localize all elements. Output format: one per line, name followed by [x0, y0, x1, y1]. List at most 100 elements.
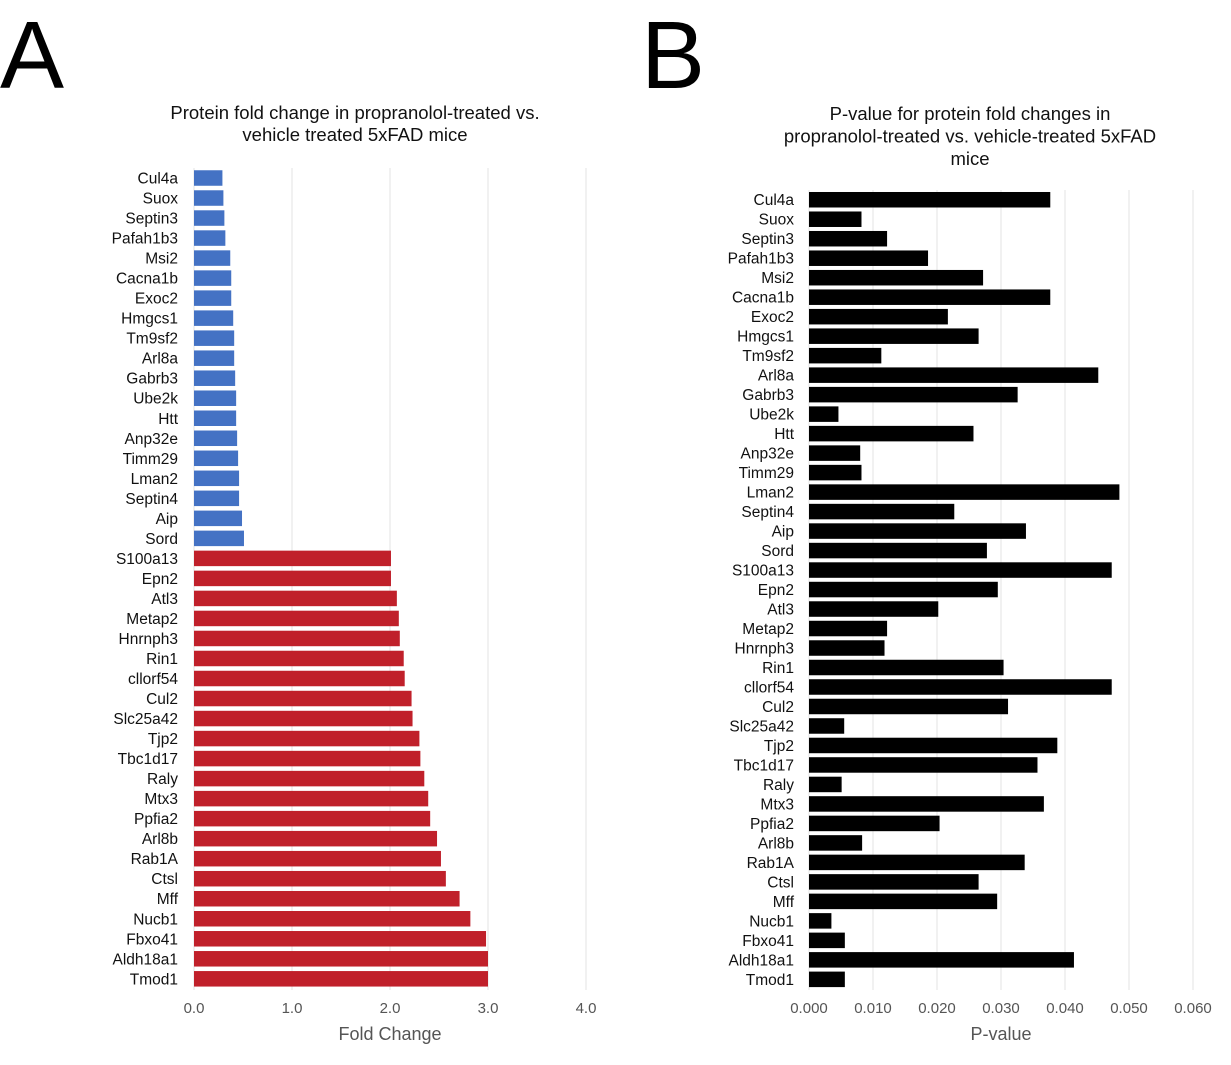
fold-change-category-label: Tm9sf2 [126, 331, 178, 348]
fold-change-bar [194, 490, 240, 507]
p-value-bar [809, 191, 1051, 208]
fold-change-category-label: Cul4a [138, 171, 179, 188]
p-value-x-tick-label: 0.000 [790, 1000, 828, 1017]
fold-change-bar [194, 450, 239, 467]
p-value-category-label: Hmgcs1 [737, 329, 794, 346]
p-value-category-label: Aldh18a1 [728, 952, 794, 969]
fold-change-category-label: Ube2k [133, 391, 178, 408]
p-value-category-label: Lman2 [747, 485, 794, 502]
fold-change-bar [194, 350, 235, 366]
p-value-bar [809, 620, 888, 637]
p-value-category-label: Msi2 [761, 270, 794, 287]
fold-change-bar [194, 550, 391, 567]
p-value-bar [809, 952, 1074, 968]
fold-change-category-label: Tmod1 [130, 971, 178, 988]
p-value-bar [809, 523, 1026, 539]
fold-change-bar [194, 850, 441, 867]
p-value-category-label: S100a13 [732, 563, 794, 580]
fold-change-bar [194, 650, 404, 667]
fold-change-bar [194, 330, 235, 346]
p-value-category-label: Tm9sf2 [742, 348, 794, 365]
fold-change-category-label: Septin3 [125, 211, 178, 228]
fold-change-category-label: Pafah1b3 [112, 231, 178, 248]
p-value-bar [809, 815, 940, 832]
p-value-category-label: Cacna1b [732, 290, 794, 307]
p-value-bar [809, 737, 1058, 754]
fold-change-bar [194, 410, 237, 426]
fold-change-category-label: Rab1A [131, 851, 179, 868]
p-value-chart: P-value for protein fold changes inpropr… [728, 103, 1212, 1044]
fold-change-category-label: Gabrb3 [126, 371, 178, 388]
p-value-x-tick-label: 0.030 [982, 1000, 1020, 1017]
p-value-bar [809, 386, 1018, 403]
p-value-bar [809, 211, 862, 227]
fold-change-category-label: Mtx3 [144, 791, 178, 808]
p-value-title-line: P-value for protein fold changes in [830, 103, 1111, 124]
fold-change-category-label: Lman2 [131, 471, 178, 488]
p-value-bar [809, 445, 861, 461]
fold-change-category-label: Sord [145, 531, 178, 548]
fold-change-category-label: Slc25a42 [113, 711, 178, 728]
fold-change-bar [194, 951, 488, 967]
p-value-category-label: Pafah1b3 [728, 251, 794, 268]
fold-change-title-line: vehicle treated 5xFAD mice [242, 124, 467, 145]
p-value-category-label: Mtx3 [760, 796, 794, 813]
p-value-category-label: Metap2 [742, 621, 794, 638]
panel-label-a: A [0, 2, 64, 109]
p-value-bar [809, 503, 955, 520]
p-value-bar [809, 698, 1009, 715]
fold-change-category-label: Arl8b [142, 831, 178, 848]
p-value-category-label: cllorf54 [744, 679, 794, 696]
p-value-bar [809, 913, 832, 929]
fold-change-bar [194, 610, 399, 627]
p-value-title-line: propranolol-treated vs. vehicle-treated … [784, 126, 1156, 147]
fold-change-bar [194, 870, 446, 887]
fold-change-bar [194, 370, 236, 386]
fold-change-category-label: Tbc1d17 [118, 751, 178, 768]
fold-change-bar [194, 570, 391, 587]
fold-change-category-label: Tjp2 [148, 731, 178, 748]
p-value-bar [809, 640, 885, 656]
fold-change-bar [194, 911, 471, 927]
p-value-category-label: Tmod1 [746, 972, 794, 989]
fold-change-category-label: Ctsl [151, 871, 178, 888]
fold-change-bar [194, 790, 429, 807]
p-value-x-axis-label: P-value [970, 1024, 1031, 1044]
p-value-bar [809, 464, 862, 481]
p-value-category-label: Arl8a [758, 368, 795, 385]
p-value-bar [809, 659, 1004, 676]
fold-change-category-label: cllorf54 [128, 671, 178, 688]
fold-change-bar [194, 810, 431, 827]
fold-change-category-label: Fbxo41 [126, 931, 178, 948]
fold-change-category-label: Cul2 [146, 691, 178, 708]
fold-change-bar [194, 710, 413, 727]
p-value-bar [809, 269, 984, 286]
fold-change-title-line: Protein fold change in propranolol-treat… [170, 102, 539, 123]
p-value-category-label: Fbxo41 [742, 933, 794, 950]
p-value-bar [809, 230, 888, 247]
p-value-bar [809, 971, 845, 988]
fold-change-bar [194, 730, 420, 747]
fold-change-bar [194, 971, 488, 987]
p-value-category-label: Gabrb3 [742, 387, 794, 404]
fold-change-bar [194, 770, 425, 787]
p-value-category-label: Rab1A [747, 855, 795, 872]
fold-change-bar [194, 250, 231, 266]
p-value-bar [809, 835, 863, 851]
p-value-bar [809, 601, 939, 617]
p-value-category-label: Epn2 [758, 582, 794, 599]
fold-change-category-label: Timm29 [123, 451, 178, 468]
fold-change-bar [194, 230, 226, 246]
fold-change-bar [194, 390, 237, 406]
fold-change-category-label: Msi2 [145, 251, 178, 268]
fold-change-category-label: Aip [156, 511, 178, 528]
fold-change-bar [194, 210, 225, 226]
p-value-bar [809, 425, 974, 442]
fold-change-x-tick-label: 0.0 [184, 1000, 205, 1017]
fold-change-category-label: Suox [143, 191, 179, 208]
p-value-bar [809, 308, 948, 325]
fold-change-bar [194, 690, 412, 707]
fold-change-category-label: Septin4 [125, 491, 178, 508]
p-value-category-label: Rin1 [762, 660, 794, 677]
fold-change-category-label: Rin1 [146, 651, 178, 668]
